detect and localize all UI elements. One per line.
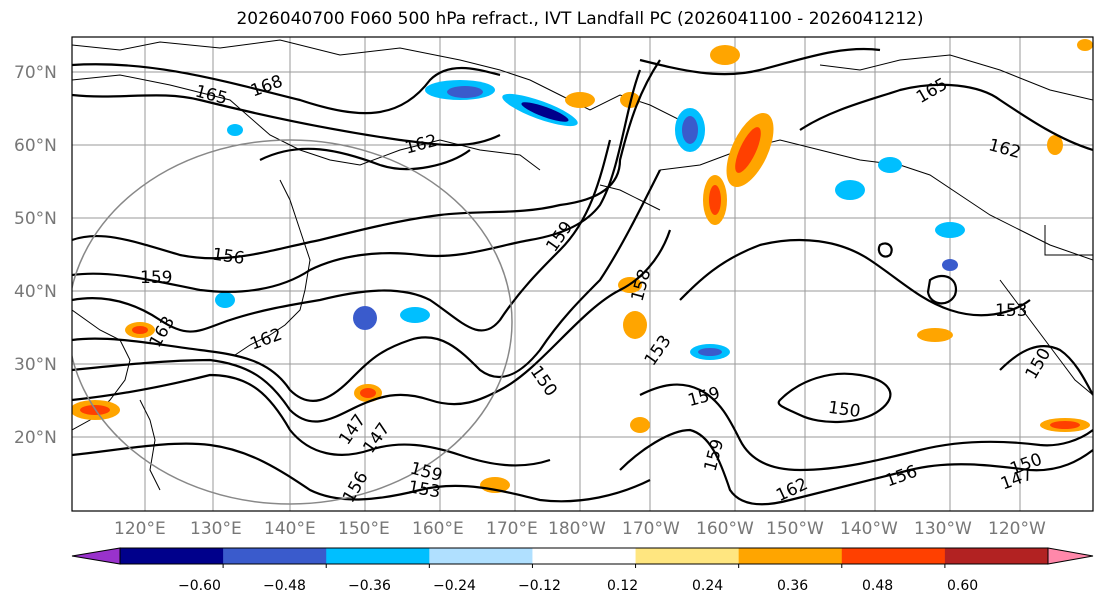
colorbar-label: 0.12 [607,578,638,594]
longitude-labels: 120°E 130°E 140°E 150°E 160°E 170°E 180°… [114,519,1046,539]
colorbar-label: 0.48 [862,578,893,594]
colorbar-swatch [532,548,637,564]
latitude-labels: 70°N 60°N 50°N 40°N 30°N 20°N [14,63,57,448]
colorbar-outline [119,547,1049,565]
colorbar-label: 0.24 [692,578,723,594]
colorbar: −0.60 −0.48 −0.36 −0.24 −0.12 0.12 0.24 … [71,547,1094,594]
lat-label: 70°N [14,63,57,83]
lon-label: 180°W [548,519,606,539]
lon-label: 120°W [988,519,1046,539]
lat-label: 50°N [14,209,57,229]
lon-label: 170°E [486,519,538,539]
colorbar-label: −0.48 [263,578,306,594]
lat-label: 60°N [14,136,57,156]
contour-label: 156 [211,245,246,269]
lon-label: 170°W [622,519,680,539]
lon-label: 150°W [766,519,824,539]
lon-label: 120°E [114,519,166,539]
lon-label: 160°E [412,519,464,539]
contour-label: 159 [140,268,172,288]
colorbar-swatch [223,548,327,564]
lat-label: 30°N [14,355,57,375]
map-plot-area [71,36,1094,512]
lon-label: 130°E [190,519,242,539]
lat-label: 40°N [14,282,57,302]
colorbar-swatch [71,547,121,565]
lon-label: 150°E [338,519,390,539]
colorbar-swatch [120,548,224,564]
lon-label: 160°W [696,519,754,539]
colorbar-swatch [1047,547,1094,565]
refractivity-contours [72,47,1093,506]
colorbar-label: −0.24 [433,578,476,594]
colorbar-label: −0.60 [178,578,221,594]
lon-label: 140°E [264,519,316,539]
contour-labels: 165 168 162 165 162 159 156 159 163 162 … [140,72,1055,507]
colorbar-label: −0.12 [518,578,561,594]
lon-label: 130°W [914,519,972,539]
gridlines [72,37,1093,511]
colorbar-label: 0.36 [777,578,808,594]
colorbar-swatch [326,548,430,564]
reference-circle [72,139,513,505]
lon-label: 140°W [840,519,898,539]
map-title: 2026040700 F060 500 hPa refract., IVT La… [236,9,924,29]
colorbar-swatch [635,548,740,564]
colorbar-swatch [944,548,1049,564]
colorbar-swatch [841,548,946,564]
colorbar-swatch [738,548,843,564]
contour-label: 153 [995,301,1027,321]
contour-label: 150 [827,398,862,422]
colorbar-labels: −0.60 −0.48 −0.36 −0.24 −0.12 0.12 0.24 … [178,578,978,594]
colorbar-label: 0.60 [947,578,978,594]
colorbar-label: −0.36 [348,578,391,594]
colorbar-swatch [429,548,533,564]
lat-label: 20°N [14,428,57,448]
